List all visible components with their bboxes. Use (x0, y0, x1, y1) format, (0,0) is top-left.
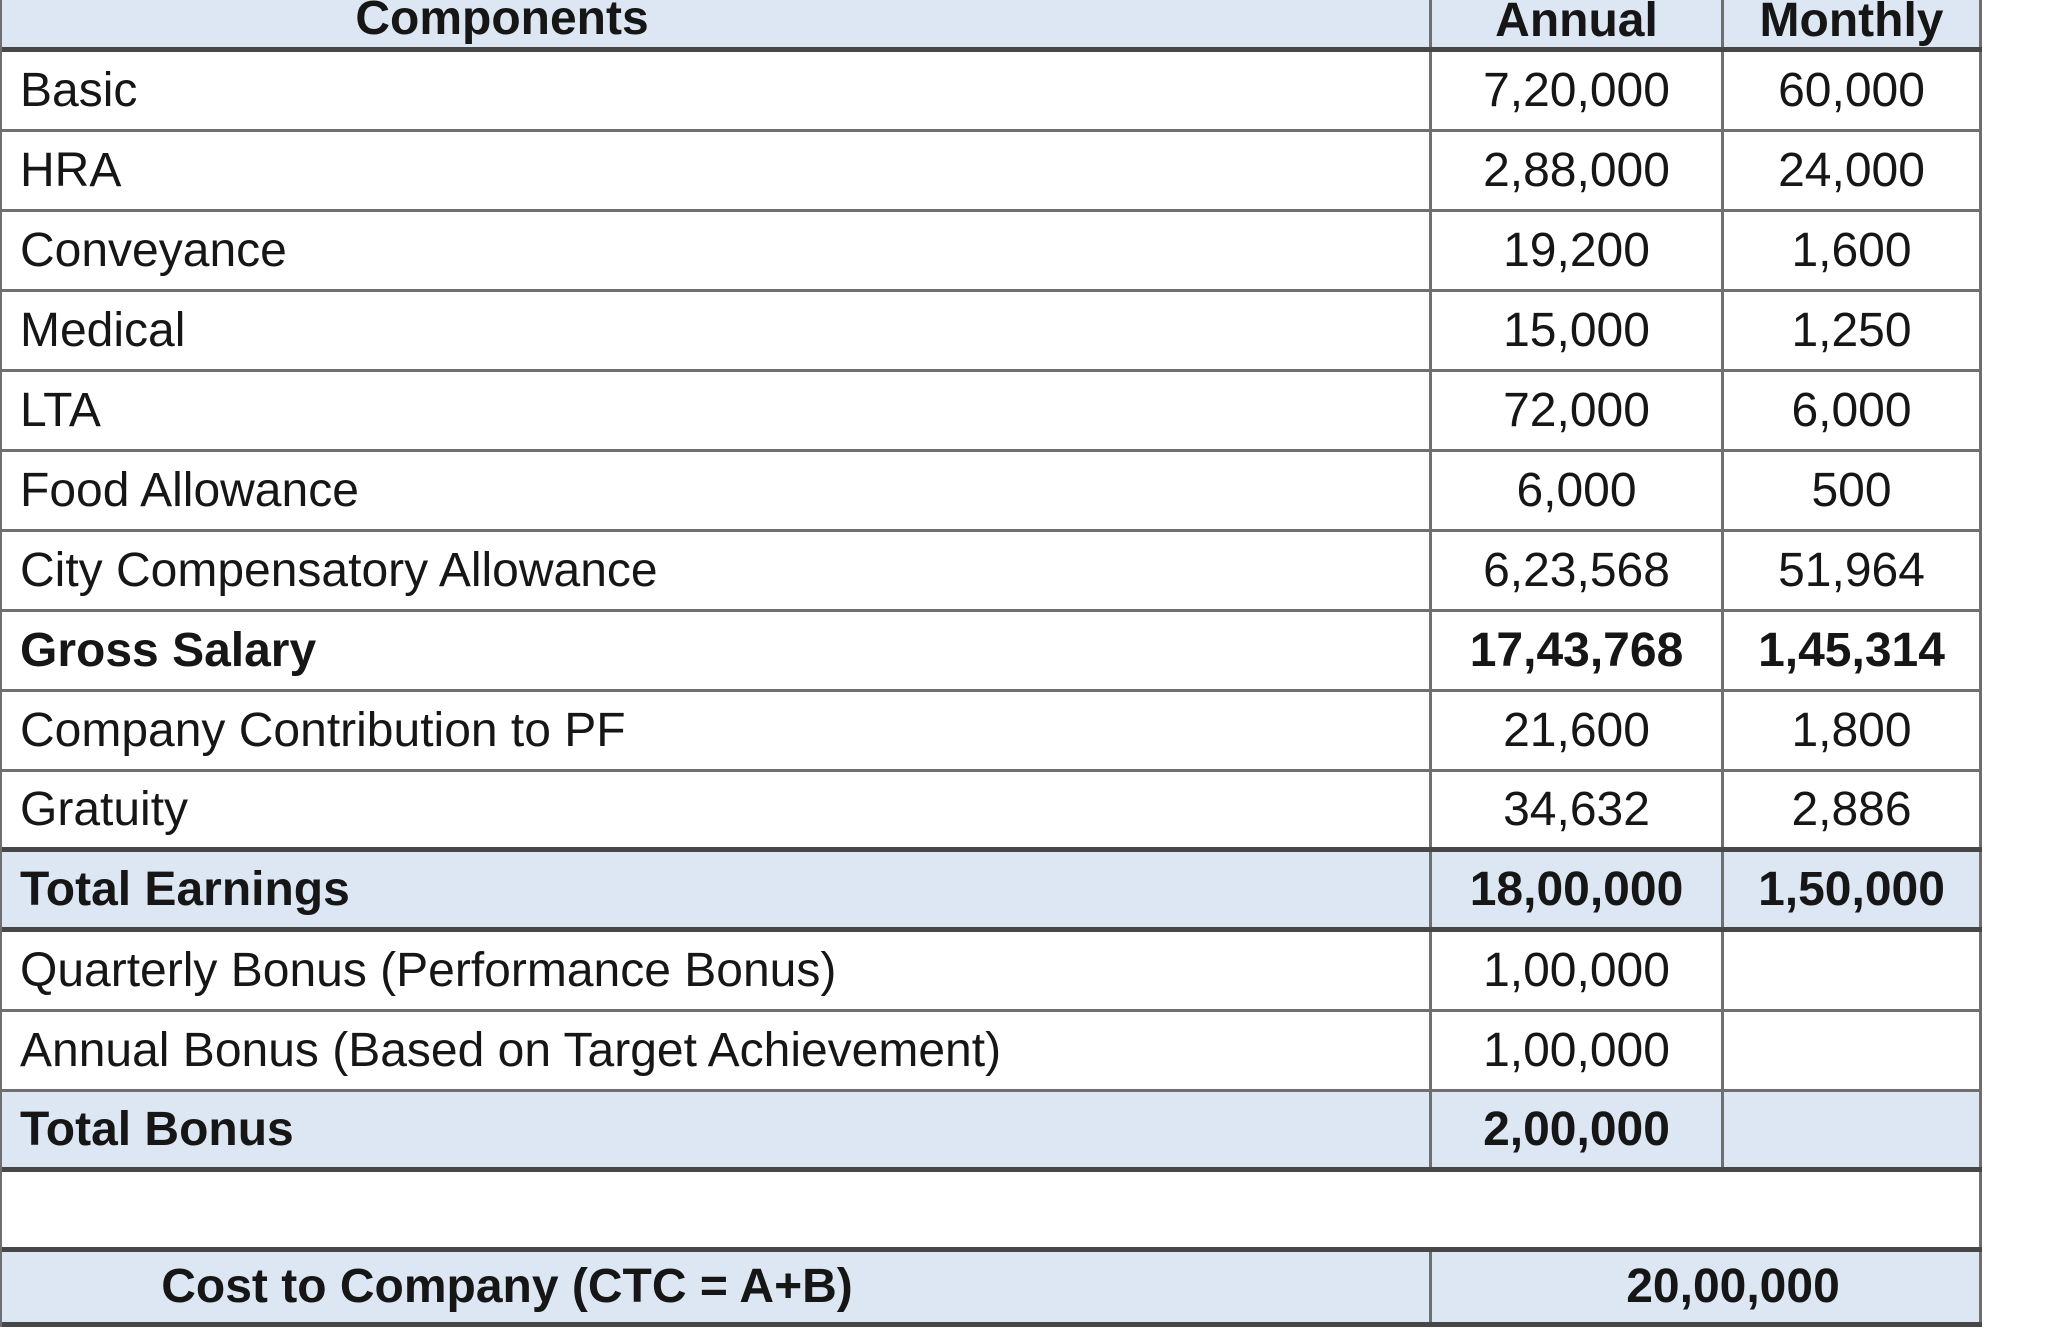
monthly-value: 60,000 (1724, 52, 1982, 129)
monthly-value: 1,800 (1724, 692, 1982, 769)
row-label: Annual Bonus (Based on Target Achievemen… (2, 1012, 1432, 1089)
row-label: LTA (2, 372, 1432, 449)
table-row-medical: Medical 15,000 1,250 (2, 292, 1982, 372)
row-label: City Compensatory Allowance (2, 532, 1432, 609)
annual-value: 34,632 (1432, 772, 1724, 847)
ctc-label: Cost to Company (CTC = A+B) (161, 1260, 853, 1314)
annual-value: 7,20,000 (1432, 52, 1724, 129)
row-label: Total Earnings (2, 852, 1432, 927)
table-row-total-bonus: Total Bonus 2,00,000 (2, 1092, 1982, 1172)
annual-value: 6,000 (1432, 452, 1724, 529)
table-row-lta: LTA 72,000 6,000 (2, 372, 1982, 452)
table-row-food-allowance: Food Allowance 6,000 500 (2, 452, 1982, 532)
salary-breakup-table: Components Annual Monthly Basic 7,20,000… (0, 0, 1982, 1327)
row-label: Basic (2, 52, 1432, 129)
annual-value: 19,200 (1432, 212, 1724, 289)
header-cell-monthly: Monthly (1724, 0, 1982, 47)
annual-value: 18,00,000 (1432, 852, 1724, 927)
ctc-label-cell: Cost to Company (CTC = A+B) (2, 1252, 1432, 1322)
row-label: Conveyance (2, 212, 1432, 289)
table-row-basic: Basic 7,20,000 60,000 (2, 52, 1982, 132)
table-row-gross-salary: Gross Salary 17,43,768 1,45,314 (2, 612, 1982, 692)
monthly-value: 24,000 (1724, 132, 1982, 209)
row-label: Medical (2, 292, 1432, 369)
table-row-total-earnings: Total Earnings 18,00,000 1,50,000 (2, 852, 1982, 932)
header-cell-components: Components (2, 0, 1432, 47)
table-row-city-compensatory-allowance: City Compensatory Allowance 6,23,568 51,… (2, 532, 1982, 612)
header-cell-annual: Annual (1432, 0, 1724, 47)
annual-value: 72,000 (1432, 372, 1724, 449)
monthly-value: 2,886 (1724, 772, 1982, 847)
monthly-value: 1,600 (1724, 212, 1982, 289)
table-row-conveyance: Conveyance 19,200 1,600 (2, 212, 1982, 292)
table-row-spacer (2, 1172, 1982, 1252)
row-label: Food Allowance (2, 452, 1432, 529)
monthly-value: 1,250 (1724, 292, 1982, 369)
monthly-value (1724, 1012, 1982, 1089)
monthly-value: 51,964 (1724, 532, 1982, 609)
row-label: Gratuity (2, 772, 1432, 847)
table-row-ctc: Cost to Company (CTC = A+B) 20,00,000 (2, 1252, 1982, 1327)
table-row-gratuity: Gratuity 34,632 2,886 (2, 772, 1982, 852)
annual-value: 2,00,000 (1432, 1092, 1724, 1167)
annual-value: 15,000 (1432, 292, 1724, 369)
monthly-value: 6,000 (1724, 372, 1982, 449)
table-header-row: Components Annual Monthly (2, 0, 1982, 52)
annual-value: 2,88,000 (1432, 132, 1724, 209)
row-label: Total Bonus (2, 1092, 1432, 1167)
annual-value: 6,23,568 (1432, 532, 1724, 609)
header-label-monthly: Monthly (1759, 0, 1944, 47)
monthly-value: 500 (1724, 452, 1982, 529)
spacer-cell (2, 1172, 1982, 1247)
monthly-value: 1,50,000 (1724, 852, 1982, 927)
row-label: HRA (2, 132, 1432, 209)
table-row-annual-bonus: Annual Bonus (Based on Target Achievemen… (2, 1012, 1982, 1092)
header-label-components: Components (355, 0, 649, 45)
annual-value: 21,600 (1432, 692, 1724, 769)
monthly-value (1724, 1092, 1982, 1167)
annual-value: 1,00,000 (1432, 932, 1724, 1009)
row-label: Gross Salary (2, 612, 1432, 689)
table-row-company-contribution-to-pf: Company Contribution to PF 21,600 1,800 (2, 692, 1982, 772)
ctc-value: 20,00,000 (1432, 1252, 1982, 1322)
header-label-annual: Annual (1495, 0, 1658, 47)
annual-value: 17,43,768 (1432, 612, 1724, 689)
monthly-value (1724, 932, 1982, 1009)
monthly-value: 1,45,314 (1724, 612, 1982, 689)
annual-value: 1,00,000 (1432, 1012, 1724, 1089)
row-label: Company Contribution to PF (2, 692, 1432, 769)
row-label: Quarterly Bonus (Performance Bonus) (2, 932, 1432, 1009)
table-row-quarterly-bonus: Quarterly Bonus (Performance Bonus) 1,00… (2, 932, 1982, 1012)
table-row-hra: HRA 2,88,000 24,000 (2, 132, 1982, 212)
